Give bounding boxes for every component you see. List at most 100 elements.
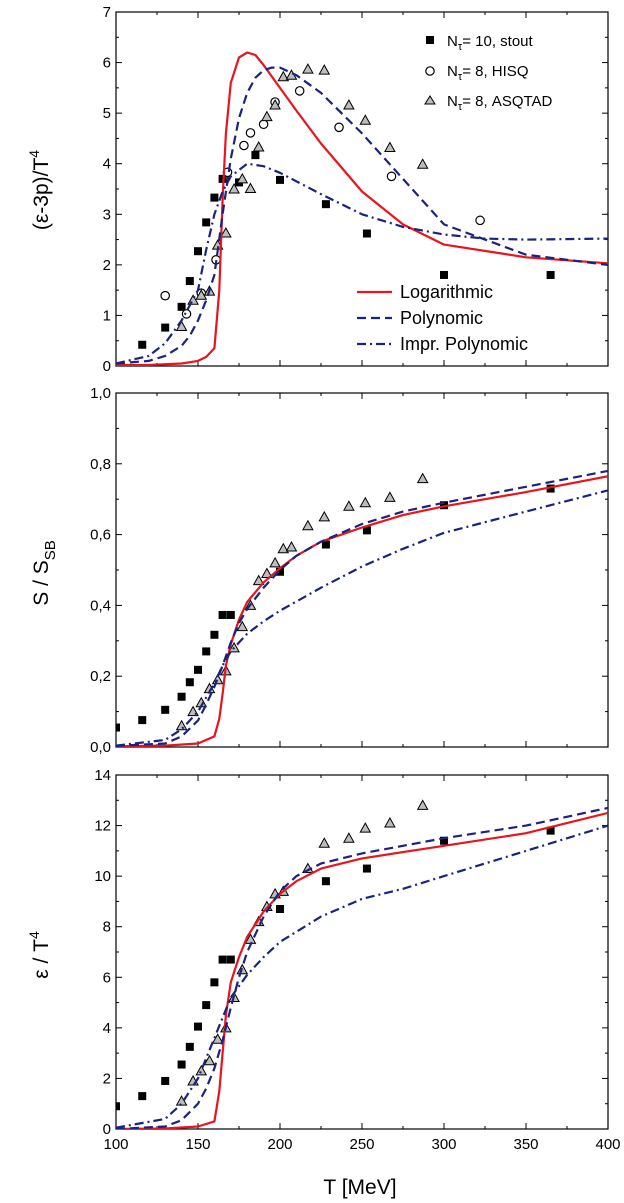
data-point-triangle [187,294,199,305]
data-point-triangle [343,832,355,843]
data-point-square [251,151,260,160]
data-point-circle [258,119,269,130]
data-point-square [138,716,147,725]
data-point-square [138,1092,147,1101]
data-point-triangle [220,226,232,238]
data-point-triangle [359,114,372,125]
data-point-square [161,323,170,332]
data-point-square [194,1022,202,1031]
y-tick-label: 2 [103,1070,111,1087]
y-tick-label: 8 [103,919,111,936]
data-point-square [321,200,330,209]
data-point-triangle [195,289,208,300]
panel-trace-anomaly: 0 1 2 3 4 5 6 7 [103,4,609,375]
y-tick-label: 2 [103,257,111,274]
data-point-square [276,905,284,914]
data-point-triangle [302,519,314,531]
y-tick-label: 3 [103,206,111,223]
panel-entropy: 0,0 0,2 0,4 0,6 0,8 1,0 [90,385,609,756]
data-point-square [546,826,555,835]
data-point-circle [245,128,256,138]
data-point-square [194,247,202,256]
data-point-circle [239,140,249,151]
data-point-triangle [244,182,257,193]
data-point-triangle [318,510,331,522]
data-point-triangle [343,500,355,511]
legend-label-polynomic: Polynomic [400,308,483,328]
data-point-square [161,705,170,714]
y-tick-label: 0 [103,1121,111,1138]
plot-area [116,799,608,1129]
data-point-square [185,277,194,286]
data-point-triangle [384,491,396,502]
data-point-square [218,610,227,619]
y-axis-label-middle: S / SSB [30,540,59,606]
data-point-triangle [359,822,372,833]
data-point-square [210,193,219,202]
data-point-square [116,1102,120,1111]
data-point-triangle [236,172,249,184]
data-point-circle [475,215,485,226]
data-point-square [226,955,235,964]
y-tick-label: 4 [103,156,111,173]
x-axis-label: T [MeV] [323,1176,396,1199]
y-tick-label: 0,8 [90,456,111,473]
y-tick-label: 1 [103,307,111,324]
data-point-square [276,175,284,184]
data-point-triangle [384,817,396,828]
curve-impr-polynomic [116,824,608,1129]
y-tick-label: 0,6 [90,527,111,544]
data-point-square [218,955,227,964]
data-point-square [138,340,147,349]
y-tick-label: 6 [103,55,111,72]
x-tick-label: 400 [595,1136,620,1153]
legend-label-impr-polynomic: Impr. Polynomic [400,334,528,354]
data-point-triangle [384,141,396,153]
y-tick-label: 0,2 [90,668,111,685]
data-point-circle [334,122,344,133]
data-point-triangle [195,1064,208,1076]
curve-polynomic [116,66,608,365]
curve-impr-polynomic [116,162,608,365]
data-point-triangle [302,63,314,74]
data-point-square [116,723,120,732]
y-tick-label: 0,4 [90,597,111,614]
x-tick-label: 300 [431,1136,456,1153]
data-point-square [194,665,202,674]
data-point-square [185,1042,194,1051]
data-point-triangle [318,64,331,75]
legend-circle-marker [425,66,435,76]
data-point-square [440,836,448,845]
data-point-square [546,270,555,279]
data-point-square [276,567,284,576]
y-tick-label: 0,0 [90,739,111,756]
curve-polynomic [116,469,608,747]
curve-logarithmic [116,475,608,747]
data-point-triangle [277,70,290,82]
x-tick-label: 150 [185,1136,210,1153]
data-point-triangle [175,719,188,731]
data-point-triangle [175,320,188,332]
x-tick-label: 100 [103,1136,128,1153]
data-point-triangle [416,799,429,810]
data-point-triangle [343,99,355,110]
curve-logarithmic [116,51,608,366]
y-axis-label-bottom: ε / T4 [26,931,53,979]
x-tick-label: 200 [267,1136,292,1153]
data-point-square [362,229,371,238]
plot-frame [115,392,609,748]
data-point-square [226,610,235,619]
data-point-triangle [252,140,265,152]
data-point-triangle [416,472,429,484]
data-point-square [202,647,211,656]
curve-logarithmic [116,811,608,1129]
y-tick-label: 4 [103,1020,111,1037]
y-tick-label: 14 [94,767,111,784]
y-tick-label: 6 [103,969,111,986]
data-point-triangle [252,574,265,586]
y-tick-label: 7 [103,4,111,21]
data-point-square [321,877,330,886]
data-point-square [440,270,448,279]
data-point-square [177,302,186,311]
data-point-square [202,1001,211,1010]
